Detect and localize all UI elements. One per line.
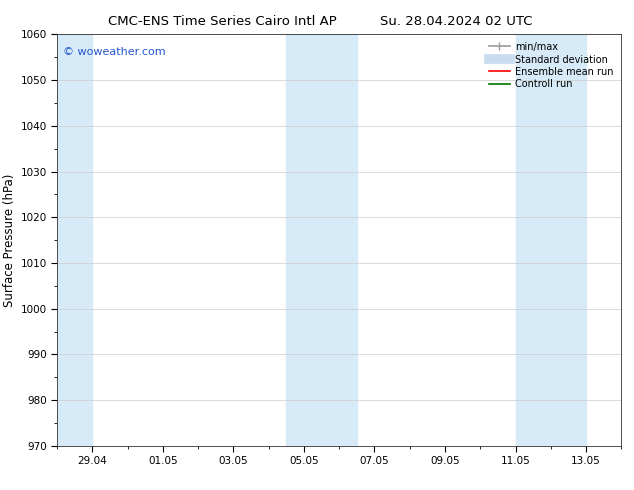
Text: © woweather.com: © woweather.com — [63, 47, 165, 57]
Legend: min/max, Standard deviation, Ensemble mean run, Controll run: min/max, Standard deviation, Ensemble me… — [486, 39, 616, 92]
Bar — [515, 34, 586, 446]
Text: Su. 28.04.2024 02 UTC: Su. 28.04.2024 02 UTC — [380, 15, 533, 28]
Bar — [57, 34, 93, 446]
Y-axis label: Surface Pressure (hPa): Surface Pressure (hPa) — [3, 173, 16, 307]
Text: CMC-ENS Time Series Cairo Intl AP: CMC-ENS Time Series Cairo Intl AP — [108, 15, 336, 28]
Bar — [287, 34, 357, 446]
